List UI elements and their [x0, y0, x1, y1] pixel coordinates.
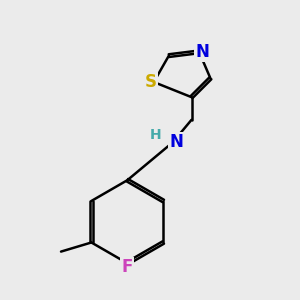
Text: S: S [145, 73, 157, 91]
Text: H: H [150, 128, 162, 142]
Text: N: N [195, 43, 209, 61]
Text: N: N [169, 134, 183, 152]
Text: F: F [122, 258, 133, 276]
